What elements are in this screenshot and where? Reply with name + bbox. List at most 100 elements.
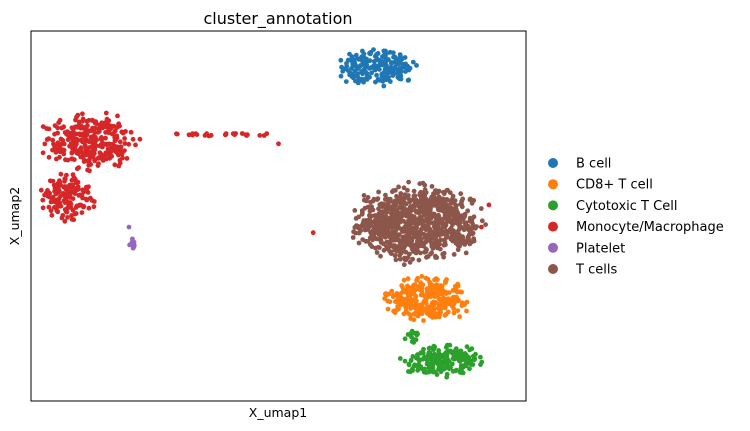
- scatter-point-t-cells: [414, 221, 420, 227]
- scatter-point-monocyte-macrophage: [58, 171, 64, 177]
- scatter-point-cd8-t-cell: [464, 308, 469, 314]
- scatter-point-monocyte-macrophage: [48, 208, 54, 214]
- scatter-point-cd8-t-cell: [412, 282, 418, 287]
- scatter-point-t-cells: [387, 249, 393, 254]
- scatter-point-t-cells: [478, 206, 484, 211]
- scatter-point-t-cells: [412, 201, 418, 207]
- scatter-point-monocyte-macrophage: [56, 196, 62, 202]
- scatter-point-t-cells: [417, 191, 423, 197]
- scatter-point-monocyte-macrophage: [114, 147, 119, 153]
- scatter-point-t-cells: [419, 217, 425, 223]
- scatter-point-monocyte-macrophage: [122, 136, 127, 141]
- scatter-point-monocyte-macrophage: [128, 129, 134, 135]
- scatter-point-t-cells: [382, 196, 388, 202]
- scatter-point-monocyte-macrophage: [96, 126, 102, 132]
- scatter-point-monocyte-macrophage: [78, 137, 84, 143]
- scatter-point-b-cell: [359, 69, 364, 74]
- scatter-point-monocyte-macrophage: [84, 118, 90, 124]
- scatter-point-monocyte-macrophage: [112, 162, 118, 168]
- scatter-point-t-cells: [438, 198, 444, 204]
- legend-marker: [548, 242, 558, 253]
- scatter-point-cd8-t-cell: [405, 283, 410, 289]
- scatter-point-t-cells: [381, 201, 386, 207]
- scatter-point-monocyte-macrophage: [55, 209, 61, 215]
- scatter-point-t-cells: [356, 240, 362, 246]
- scatter-point-monocyte-macrophage: [52, 123, 58, 128]
- scatter-point-t-cells: [352, 225, 358, 230]
- scatter-point-t-cells: [454, 233, 460, 238]
- scatter-point-t-cells: [414, 217, 420, 223]
- scatter-point-t-cells: [422, 234, 428, 240]
- scatter-point-cd8-t-cell: [460, 301, 465, 307]
- scatter-point-monocyte-macrophage: [117, 157, 123, 163]
- scatter-point-t-cells: [424, 216, 429, 222]
- scatter-point-cd8-t-cell: [418, 302, 423, 308]
- scatter-point-cd8-t-cell: [464, 299, 470, 305]
- scatter-point-t-cells: [393, 257, 399, 263]
- scatter-point-monocyte-macrophage: [69, 217, 75, 222]
- scatter-point-cytotoxic-t-cell: [438, 369, 444, 375]
- scatter-point-t-cells: [377, 225, 382, 231]
- scatter-point-t-cells: [381, 209, 387, 215]
- scatter-point-cd8-t-cell: [419, 274, 425, 279]
- scatter-point-t-cells: [369, 244, 375, 250]
- scatter-point-monocyte-macrophage: [123, 129, 128, 134]
- scatter-point-t-cells: [373, 223, 379, 229]
- scatter-point-monocyte-macrophage: [261, 133, 267, 138]
- scatter-point-b-cell: [344, 61, 349, 66]
- scatter-point-t-cells: [427, 199, 433, 205]
- scatter-point-t-cells: [452, 198, 458, 204]
- scatter-point-cd8-t-cell: [443, 311, 449, 317]
- scatter-point-b-cell: [353, 78, 358, 84]
- scatter-point-t-cells: [455, 247, 461, 253]
- scatter-point-t-cells: [430, 220, 435, 226]
- scatter-point-b-cell: [391, 71, 397, 77]
- scatter-point-t-cells: [377, 245, 382, 251]
- scatter-point-t-cells: [381, 247, 387, 253]
- scatter-point-t-cells: [429, 184, 435, 189]
- scatter-point-t-cells: [479, 218, 485, 224]
- scatter-point-cd8-t-cell: [437, 305, 443, 310]
- scatter-point-b-cell: [389, 60, 394, 65]
- scatter-point-b-cell: [377, 67, 382, 72]
- scatter-point-monocyte-macrophage: [88, 134, 94, 140]
- scatter-point-monocyte-macrophage: [86, 205, 92, 211]
- scatter-point-t-cells: [410, 249, 416, 254]
- scatter-point-cd8-t-cell: [432, 291, 438, 296]
- scatter-point-monocyte-macrophage: [63, 191, 68, 197]
- scatter-point-t-cells: [383, 223, 389, 229]
- scatter-point-t-cells: [420, 221, 426, 227]
- scatter-point-cytotoxic-t-cell: [415, 355, 421, 361]
- scatter-point-b-cell: [414, 63, 419, 68]
- legend-item-t-cells: T cells: [548, 263, 617, 278]
- scatter-point-monocyte-macrophage: [73, 186, 79, 192]
- x-axis-label: X_umap1: [249, 405, 307, 420]
- scatter-point-cd8-t-cell: [439, 283, 445, 289]
- scatter-point-cd8-t-cell: [399, 283, 405, 288]
- legend-marker: [548, 158, 558, 168]
- scatter-point-b-cell: [398, 60, 403, 66]
- scatter-point-cytotoxic-t-cell: [429, 356, 435, 361]
- scatter-point-t-cells: [402, 192, 408, 198]
- scatter-point-cytotoxic-t-cell: [478, 354, 483, 360]
- scatter-point-cd8-t-cell: [453, 287, 459, 292]
- scatter-point-cd8-t-cell: [418, 308, 424, 314]
- scatter-point-cd8-t-cell: [401, 296, 406, 302]
- scatter-point-t-cells: [441, 250, 447, 256]
- scatter-point-cytotoxic-t-cell: [415, 352, 420, 358]
- scatter-point-monocyte-macrophage: [87, 157, 92, 162]
- scatter-point-monocyte-macrophage: [103, 110, 109, 116]
- scatter-point-cd8-t-cell: [428, 291, 434, 297]
- scatter-point-t-cells: [441, 191, 447, 197]
- scatter-point-cd8-t-cell: [400, 301, 406, 307]
- scatter-point-t-cells: [405, 255, 411, 260]
- scatter-point-t-cells: [388, 198, 393, 204]
- scatter-point-monocyte-macrophage: [124, 156, 130, 161]
- legend-marker: [548, 200, 558, 211]
- scatter-point-t-cells: [391, 188, 396, 194]
- scatter-point-monocyte-macrophage: [62, 176, 68, 182]
- scatter-point-monocyte-macrophage: [122, 141, 128, 146]
- scatter-point-monocyte-macrophage: [55, 130, 60, 136]
- scatter-point-b-cell: [358, 63, 364, 68]
